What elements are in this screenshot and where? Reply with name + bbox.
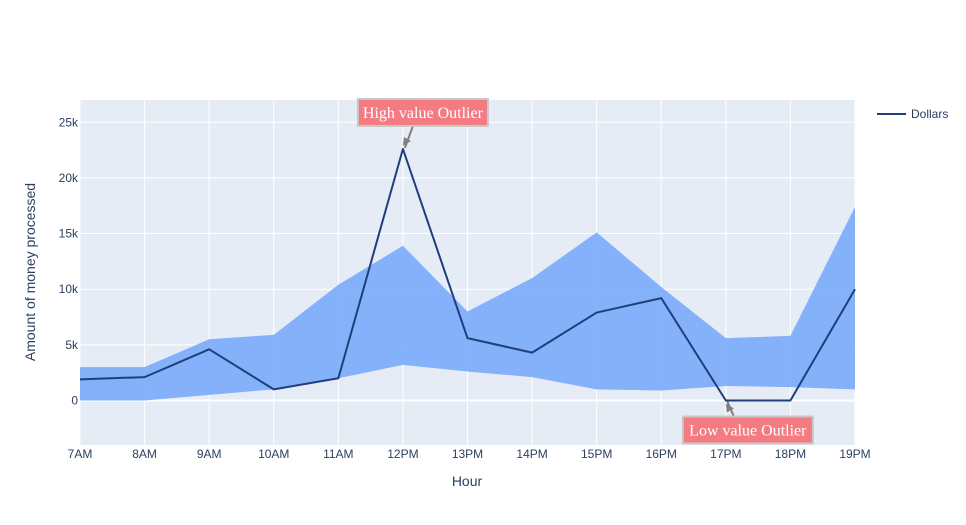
annotation-label: Low value Outlier bbox=[689, 422, 807, 439]
annotation-box bbox=[356, 97, 489, 127]
annotation-arrowhead bbox=[402, 136, 411, 146]
x-tick-label: 17PM bbox=[710, 447, 741, 461]
x-tick-label: 10AM bbox=[258, 447, 289, 461]
y-axis-ticks: 0 5k 10k 15k 20k 25k bbox=[59, 115, 79, 407]
legend[interactable]: Dollars bbox=[877, 107, 948, 121]
x-tick-label: 8AM bbox=[132, 447, 157, 461]
range-band bbox=[80, 206, 855, 401]
y-tick-label: 25k bbox=[59, 115, 79, 129]
annotation-arrowhead bbox=[725, 403, 734, 413]
annotation-box bbox=[681, 415, 814, 445]
y-tick-label: 20k bbox=[59, 171, 79, 185]
x-axis-title: Hour bbox=[452, 473, 483, 489]
y-axis-title: Amount of money processed bbox=[22, 183, 38, 361]
x-tick-label: 13PM bbox=[452, 447, 483, 461]
x-tick-label: 16PM bbox=[646, 447, 677, 461]
x-tick-label: 14PM bbox=[516, 447, 547, 461]
x-tick-label: 18PM bbox=[775, 447, 806, 461]
x-tick-label: 19PM bbox=[839, 447, 870, 461]
y-tick-label: 15k bbox=[59, 227, 79, 241]
annotation-layer: High value Outlier Low value Outlier bbox=[356, 97, 814, 445]
x-tick-label: 9AM bbox=[197, 447, 222, 461]
legend-label-dollars: Dollars bbox=[911, 107, 948, 121]
low-outlier-annotation: Low value Outlier bbox=[681, 401, 814, 445]
band-layer bbox=[80, 206, 855, 401]
high-outlier-annotation: High value Outlier bbox=[356, 97, 489, 149]
y-tick-label: 10k bbox=[59, 282, 79, 296]
y-tick-label: 5k bbox=[65, 338, 79, 352]
x-tick-label: 7AM bbox=[68, 447, 93, 461]
x-axis-ticks: 7AM 8AM 9AM 10AM 11AM 12PM 13PM 14PM 15PM 16PM 17P… bbox=[68, 447, 871, 461]
y-tick-label: 0 bbox=[71, 393, 78, 407]
line-layer bbox=[79, 147, 856, 402]
annotation-label: High value Outlier bbox=[363, 105, 484, 122]
x-tick-label: 11AM bbox=[323, 447, 353, 461]
x-tick-label: 12PM bbox=[387, 447, 418, 461]
annotation-arrow bbox=[403, 125, 414, 149]
x-tick-label: 15PM bbox=[581, 447, 612, 461]
